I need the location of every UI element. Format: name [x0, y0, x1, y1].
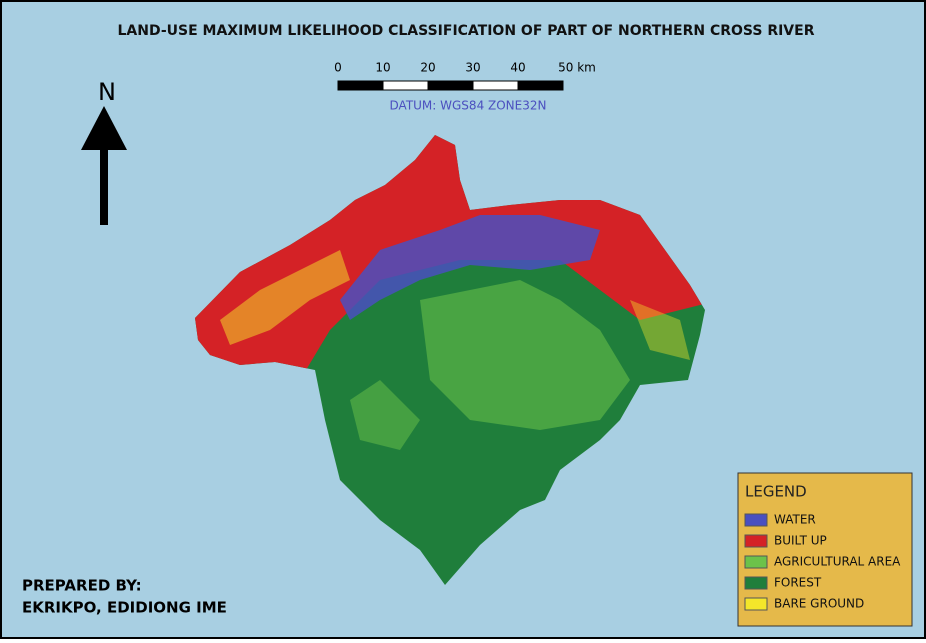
- north-arrow: N: [81, 78, 127, 225]
- legend-label: BUILT UP: [774, 534, 827, 548]
- legend-label: WATER: [774, 513, 816, 527]
- scale-segment: [337, 80, 384, 91]
- legend-swatch: [744, 597, 768, 611]
- scale-segment: [382, 80, 429, 91]
- scale-label: 0: [334, 61, 342, 75]
- scale-label: 50 km: [558, 61, 596, 75]
- credit-name: EKRIKPO, EDIDIONG IME: [22, 599, 227, 617]
- legend-label: AGRICULTURAL AREA: [774, 555, 901, 569]
- north-label: N: [98, 78, 116, 106]
- legend-swatch: [744, 576, 768, 590]
- scale-label: 30: [465, 61, 480, 75]
- credit-heading: PREPARED BY:: [22, 577, 142, 595]
- arrow-head: [81, 106, 127, 150]
- scale-label: 10: [375, 61, 390, 75]
- scale-bar: DATUM: WGS84 ZONE32N 0 10 20 30 40 50 km: [334, 61, 596, 113]
- legend-swatch: [744, 555, 768, 569]
- legend-title: LEGEND: [745, 483, 807, 501]
- credit: PREPARED BY: EKRIKPO, EDIDIONG IME: [22, 577, 227, 617]
- scale-segment: [472, 80, 519, 91]
- legend-swatch: [744, 534, 768, 548]
- scale-segment: [517, 80, 564, 91]
- legend-swatch: [744, 513, 768, 527]
- datum: DATUM: WGS84 ZONE32N: [390, 99, 547, 113]
- scale-label: 20: [420, 61, 435, 75]
- legend-label: BARE GROUND: [774, 597, 864, 611]
- scale-label: 40: [510, 61, 525, 75]
- legend: LEGEND WATER BUILT UP AGRICULTURAL AREA FOR…: [737, 472, 913, 627]
- legend-label: FOREST: [774, 576, 822, 590]
- arrow-shaft: [100, 148, 108, 225]
- scale-segment: [427, 80, 474, 91]
- map-title: LAND-USE MAXIMUM LIKELIHOOD CLASSIFICATI…: [117, 23, 814, 39]
